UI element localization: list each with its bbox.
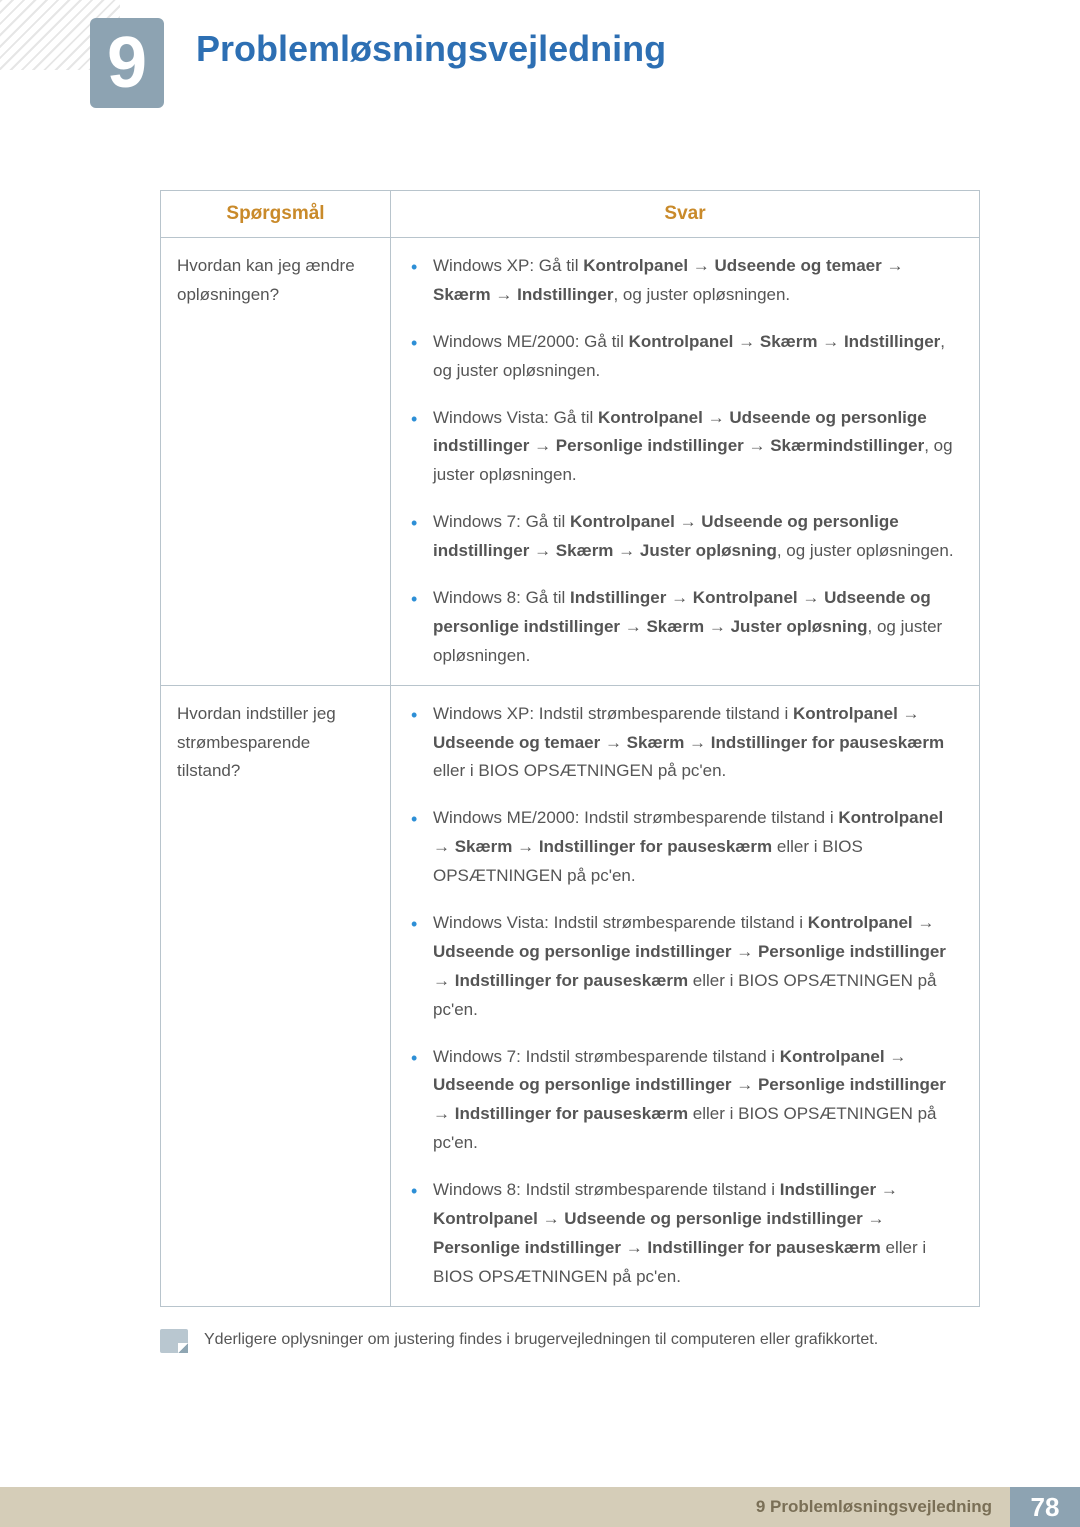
qa-header-question: Spørgsmål: [161, 191, 391, 238]
qa-answer-item: Windows Vista: Gå til Kontrolpanel → Uds…: [407, 404, 963, 491]
qa-answer-item: Windows 7: Gå til Kontrolpanel → Udseend…: [407, 508, 963, 566]
qa-answer-cell: Windows XP: Indstil strømbesparende tils…: [391, 685, 980, 1306]
footer-title: 9 Problemløsningsvejledning: [0, 1487, 1010, 1527]
note-text: Yderligere oplysninger om justering find…: [204, 1331, 878, 1349]
page-number: 78: [1010, 1487, 1080, 1527]
qa-answer-item: Windows Vista: Indstil strømbesparende t…: [407, 909, 963, 1025]
qa-answer-item: Windows ME/2000: Gå til Kontrolpanel → S…: [407, 328, 963, 386]
qa-answer-cell: Windows XP: Gå til Kontrolpanel → Udseen…: [391, 238, 980, 686]
qa-answer-item: Windows XP: Indstil strømbesparende tils…: [407, 700, 963, 787]
chapter-title: Problemløsningsvejledning: [196, 28, 666, 70]
qa-answer-item: Windows XP: Gå til Kontrolpanel → Udseen…: [407, 252, 963, 310]
qa-answer-item: Windows ME/2000: Indstil strømbesparende…: [407, 804, 963, 891]
qa-header-answer: Svar: [391, 191, 980, 238]
qa-question-cell: Hvordan indstiller jeg strømbesparende t…: [161, 685, 391, 1306]
note-icon: [160, 1329, 188, 1353]
qa-question-cell: Hvordan kan jeg ændre opløsningen?: [161, 238, 391, 686]
qa-answer-item: Windows 8: Indstil strømbesparende tilst…: [407, 1176, 963, 1292]
qa-answer-item: Windows 8: Gå til Indstillinger → Kontro…: [407, 584, 963, 671]
qa-table: Spørgsmål Svar Hvordan kan jeg ændre opl…: [160, 190, 980, 1307]
chapter-number-badge: 9: [90, 18, 164, 108]
qa-answer-item: Windows 7: Indstil strømbesparende tilst…: [407, 1043, 963, 1159]
page-footer: 9 Problemløsningsvejledning 78: [0, 1487, 1080, 1527]
